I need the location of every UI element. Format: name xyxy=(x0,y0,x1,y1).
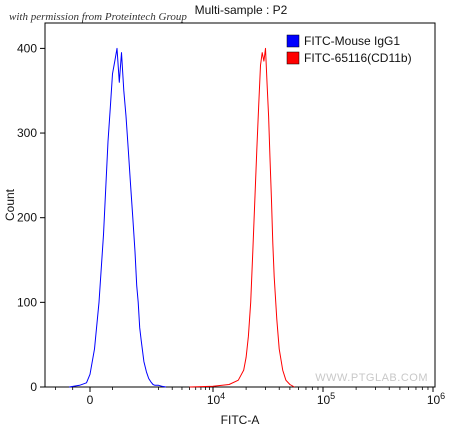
x-axis-ticks: 0 104 105 106 xyxy=(54,387,445,407)
x-tick-label: 104 xyxy=(207,391,225,407)
chart-title: Multi-sample : P2 xyxy=(195,3,288,17)
legend-label: FITC-Mouse IgG1 xyxy=(304,34,400,48)
y-tick-label: 100 xyxy=(17,295,37,309)
y-tick-label: 400 xyxy=(17,41,37,55)
y-axis-label: Count xyxy=(3,188,17,221)
series-layer xyxy=(69,47,295,388)
legend-label: FITC-65116(CD11b) xyxy=(304,51,412,65)
x-tick-label: 105 xyxy=(317,391,335,407)
legend-swatch xyxy=(286,34,300,48)
y-axis-ticks: 0 100 200 300 400 xyxy=(17,41,45,394)
y-tick-label: 0 xyxy=(30,380,37,394)
y-tick-label: 300 xyxy=(17,126,37,140)
series-line-2 xyxy=(189,47,295,388)
x-axis-label: FITC-A xyxy=(221,413,260,427)
y-tick-label: 200 xyxy=(17,211,37,225)
credit-text: with permission from Proteintech Group xyxy=(9,11,187,23)
legend-swatch xyxy=(286,51,300,65)
series-line-1 xyxy=(69,47,167,388)
x-tick-label: 0 xyxy=(87,393,94,407)
watermark: WWW.PTGLAB.COM xyxy=(315,372,428,384)
plot-area xyxy=(44,22,436,388)
legend: FITC-Mouse IgG1 FITC-65116(CD11b) xyxy=(286,34,412,65)
x-tick-label: 106 xyxy=(427,391,445,407)
